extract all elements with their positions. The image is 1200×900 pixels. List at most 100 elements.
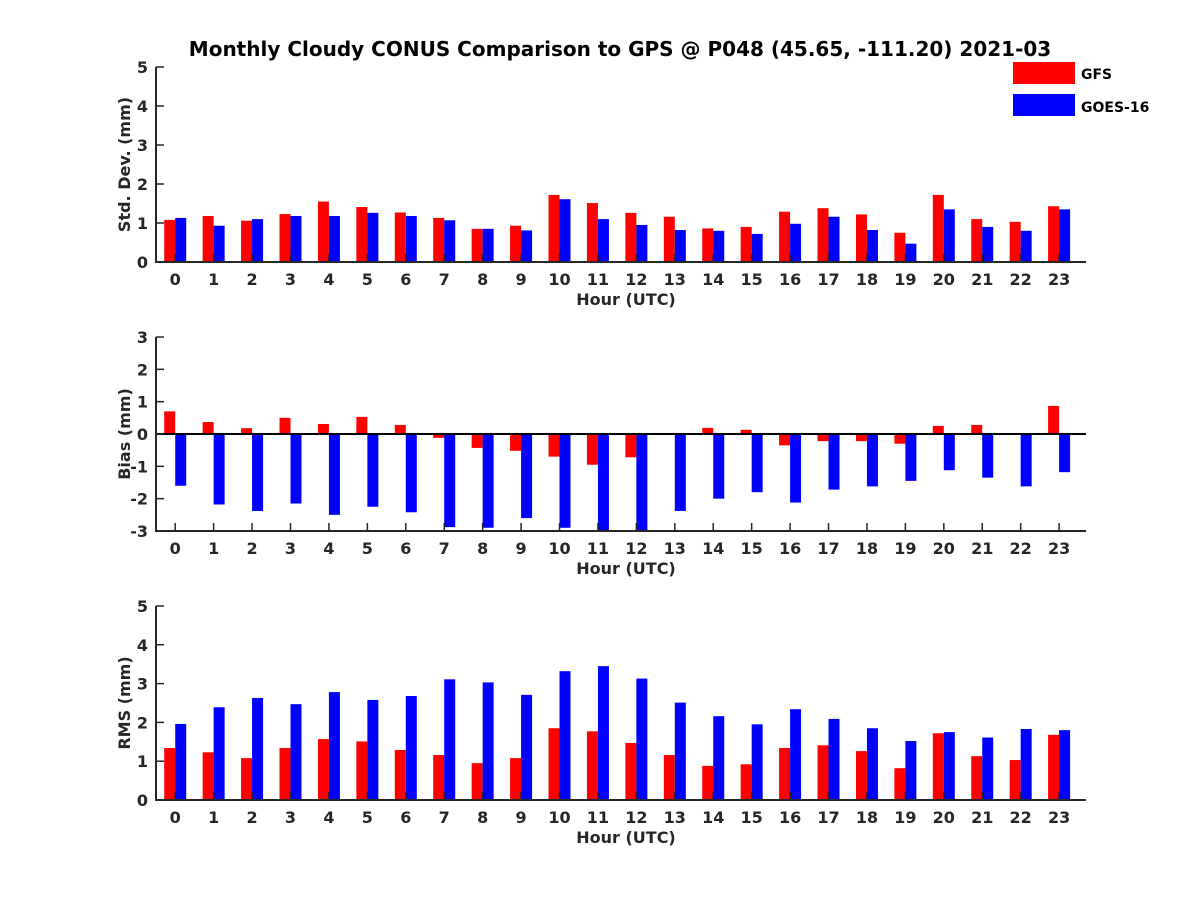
std-xtick-label: 11 bbox=[587, 270, 609, 289]
bias-bar-goes16-hour-2 bbox=[252, 434, 264, 511]
bias-xtick-label: 23 bbox=[1048, 539, 1070, 558]
std-xtick-label: 5 bbox=[362, 270, 373, 289]
rms-bar-goes16-hour-12 bbox=[636, 678, 648, 800]
rms-xtick-label: 7 bbox=[439, 808, 450, 827]
rms-bar-gfs-hour-20 bbox=[932, 733, 944, 800]
std-bar-gfs-hour-13 bbox=[663, 216, 675, 262]
bias-ytick-label: -1 bbox=[130, 457, 148, 476]
rms-ytick-label: 1 bbox=[137, 752, 148, 771]
rms-bar-goes16-hour-20 bbox=[943, 732, 955, 800]
bias-bar-goes16-hour-16 bbox=[790, 434, 802, 503]
std-bar-gfs-hour-11 bbox=[586, 203, 598, 262]
rms-bar-gfs-hour-4 bbox=[317, 739, 329, 800]
std-bar-goes16-hour-13 bbox=[674, 230, 686, 262]
std-bar-gfs-hour-1 bbox=[202, 215, 214, 262]
rms-bar-goes16-hour-19 bbox=[905, 741, 917, 800]
bias-bar-goes16-hour-6 bbox=[405, 434, 417, 513]
rms-bar-goes16-hour-9 bbox=[521, 694, 533, 800]
rms-xtick-label: 0 bbox=[170, 808, 181, 827]
std-bar-gfs-hour-23 bbox=[1048, 206, 1060, 262]
rms-bar-gfs-hour-8 bbox=[471, 763, 483, 800]
bias-bar-goes16-hour-19 bbox=[905, 434, 917, 481]
bias-bar-gfs-hour-10 bbox=[548, 434, 560, 457]
bias-xtick-label: 2 bbox=[247, 539, 258, 558]
bias-xtick-label: 22 bbox=[1010, 539, 1032, 558]
std-bar-gfs-hour-9 bbox=[510, 225, 522, 262]
rms-bar-goes16-hour-1 bbox=[213, 707, 225, 800]
bias-bar-goes16-hour-9 bbox=[521, 434, 533, 519]
rms-xtick-label: 6 bbox=[400, 808, 411, 827]
rms-bar-gfs-hour-9 bbox=[510, 758, 522, 800]
rms-ytick-label: 5 bbox=[137, 597, 148, 616]
rms-xtick-label: 11 bbox=[587, 808, 609, 827]
rms-bar-gfs-hour-21 bbox=[971, 756, 983, 800]
std-bar-gfs-hour-15 bbox=[740, 226, 752, 262]
rms-ytick-label: 0 bbox=[137, 791, 148, 810]
bias-ytick-label: 1 bbox=[137, 393, 148, 412]
rms-xtick-label: 4 bbox=[323, 808, 334, 827]
bias-bar-gfs-hour-16 bbox=[779, 434, 791, 446]
rms-bar-gfs-hour-6 bbox=[394, 749, 406, 800]
std-ytick-label: 5 bbox=[137, 58, 148, 77]
bias-bar-goes16-hour-23 bbox=[1059, 434, 1071, 473]
std-ytick-label: 0 bbox=[137, 253, 148, 272]
rms-xtick-label: 21 bbox=[971, 808, 993, 827]
rms-bar-goes16-hour-8 bbox=[482, 682, 494, 800]
std-bar-gfs-hour-0 bbox=[164, 219, 176, 262]
chart-title: Monthly Cloudy CONUS Comparison to GPS @… bbox=[189, 37, 1051, 61]
std-bar-gfs-hour-17 bbox=[817, 208, 829, 262]
bias-xtick-label: 15 bbox=[741, 539, 763, 558]
rms-bar-gfs-hour-15 bbox=[740, 764, 752, 800]
rms-bar-goes16-hour-16 bbox=[790, 709, 802, 800]
bias-bar-goes16-hour-10 bbox=[559, 434, 571, 528]
std-bar-gfs-hour-12 bbox=[625, 212, 637, 262]
std-xtick-label: 8 bbox=[477, 270, 488, 289]
std-bar-goes16-hour-1 bbox=[213, 225, 225, 262]
rms-xtick-label: 12 bbox=[625, 808, 647, 827]
std-xtick-label: 7 bbox=[439, 270, 450, 289]
std-xtick-label: 22 bbox=[1010, 270, 1032, 289]
std-ytick-label: 4 bbox=[137, 97, 148, 116]
legend-swatch-goes16 bbox=[1013, 94, 1075, 116]
std-bar-goes16-hour-16 bbox=[790, 223, 802, 262]
std-bar-goes16-hour-0 bbox=[175, 217, 187, 262]
rms-bar-gfs-hour-0 bbox=[164, 748, 176, 800]
std-xtick-label: 19 bbox=[894, 270, 916, 289]
rms-bar-gfs-hour-7 bbox=[433, 754, 445, 800]
std-xtick-label: 9 bbox=[516, 270, 527, 289]
std-bar-gfs-hour-8 bbox=[471, 228, 483, 262]
std-bar-gfs-hour-14 bbox=[702, 228, 714, 262]
bias-bar-gfs-hour-9 bbox=[510, 434, 522, 451]
rms-xtick-label: 15 bbox=[741, 808, 763, 827]
std-bar-goes16-hour-6 bbox=[405, 215, 417, 262]
bias-bar-goes16-hour-21 bbox=[982, 434, 994, 478]
std-xtick-label: 12 bbox=[625, 270, 647, 289]
rms-bar-goes16-hour-11 bbox=[597, 666, 609, 800]
rms-bar-goes16-hour-21 bbox=[982, 737, 994, 800]
bias-bar-goes16-hour-1 bbox=[213, 434, 225, 505]
std-xtick-label: 18 bbox=[856, 270, 878, 289]
rms-xlabel: Hour (UTC) bbox=[576, 828, 676, 847]
legend-label-goes16: GOES-16 bbox=[1081, 100, 1149, 116]
bias-bar-gfs-hour-19 bbox=[894, 434, 906, 444]
std-bar-gfs-hour-4 bbox=[317, 201, 329, 262]
rms-xtick-label: 16 bbox=[779, 808, 801, 827]
bias-bar-gfs-hour-2 bbox=[241, 428, 253, 434]
legend-swatch-gfs bbox=[1013, 62, 1075, 84]
bias-bar-gfs-hour-14 bbox=[702, 427, 714, 434]
bias-bar-goes16-hour-0 bbox=[175, 434, 187, 486]
bias-ytick-label: 0 bbox=[137, 425, 148, 444]
bias-bar-gfs-hour-3 bbox=[279, 417, 291, 434]
std-bar-goes16-hour-15 bbox=[751, 233, 763, 262]
std-bar-gfs-hour-20 bbox=[932, 194, 944, 262]
rms-xtick-label: 8 bbox=[477, 808, 488, 827]
legend: GFS GOES-16 bbox=[1013, 62, 1149, 116]
rms-bar-goes16-hour-0 bbox=[175, 723, 187, 800]
rms-bar-goes16-hour-15 bbox=[751, 724, 763, 800]
rms-bar-goes16-hour-2 bbox=[252, 697, 264, 800]
bias-bar-gfs-hour-11 bbox=[586, 434, 598, 465]
std-bar-goes16-hour-2 bbox=[252, 219, 264, 262]
